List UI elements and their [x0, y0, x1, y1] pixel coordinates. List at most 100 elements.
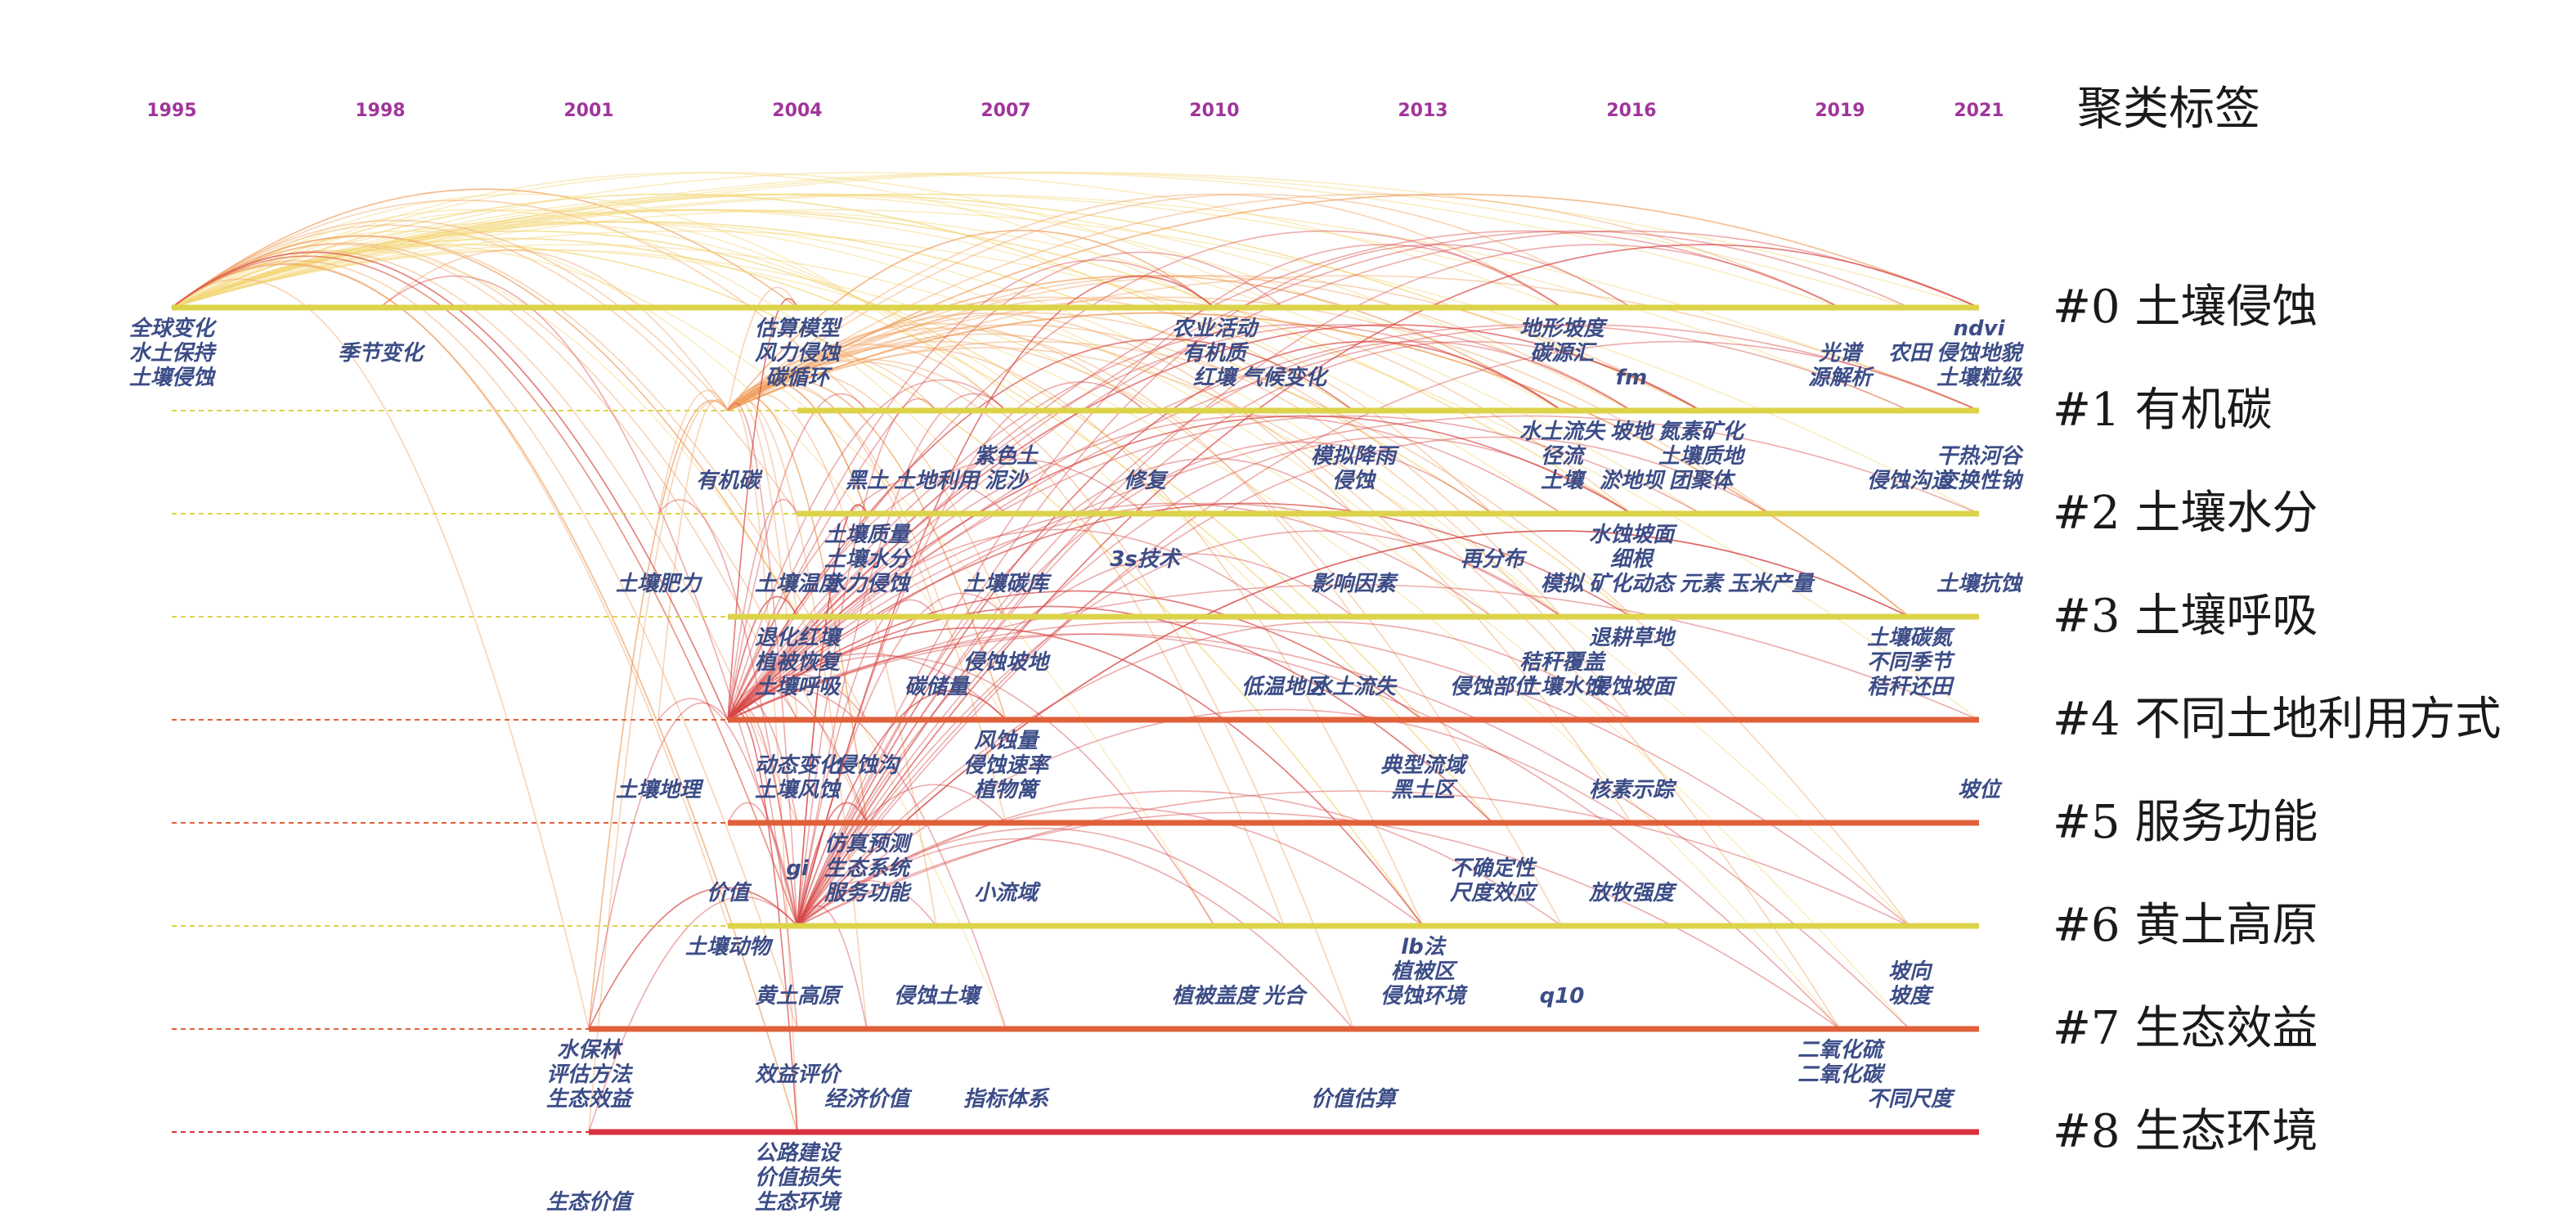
citation-arc [171, 249, 1007, 1030]
citation-arc [797, 592, 1007, 927]
citation-arc [171, 263, 729, 927]
citation-arc [727, 298, 798, 721]
citation-arc [727, 379, 1007, 721]
keyword-label: 交换性钠 [1936, 469, 2024, 493]
citation-arc [727, 710, 798, 1133]
citation-arc [727, 347, 1841, 1030]
keyword-label: 红壤 [1193, 366, 1240, 390]
citation-arc [797, 244, 1841, 927]
keyword-label: 评估方法 [546, 1063, 634, 1087]
citation-arc [171, 209, 1563, 514]
citation-arc [727, 193, 1980, 411]
citation-arc [727, 710, 798, 1133]
citation-arc [588, 399, 729, 1030]
citation-arc [171, 172, 1910, 308]
citation-arc [171, 259, 798, 1030]
keyword-label: 价值估算 [1311, 1087, 1400, 1112]
citation-arc [171, 209, 1980, 514]
citation-arc [171, 249, 798, 824]
citation-arc [379, 249, 729, 411]
keyword-label: 植被区 [1391, 959, 1458, 984]
citation-arc [727, 193, 1632, 411]
keyword-label: 黑土 [846, 469, 889, 493]
keyword-label: 有机质 [1183, 341, 1250, 366]
keyword-label: 侵蚀地貌 [1936, 341, 2025, 366]
citation-arc [171, 209, 1146, 514]
citation-arc [727, 324, 1632, 721]
keyword-label: 碳循环 [765, 366, 833, 390]
citation-arc [727, 324, 1563, 721]
citation-arc [171, 237, 1493, 824]
keyword-label: 秸秆还田 [1867, 675, 1955, 699]
citation-arc [727, 699, 798, 824]
cluster-label: #1 有机碳 [2053, 384, 2272, 437]
citation-arc [727, 193, 1563, 411]
keyword-label: 坡地 [1610, 420, 1655, 444]
citation-arc [171, 172, 1841, 308]
citation-arc [588, 896, 798, 1133]
citation-arc [727, 384, 1007, 824]
keyword-label: 土壤地理 [616, 778, 704, 802]
citation-arc [171, 219, 729, 411]
citation-arc [727, 251, 1285, 721]
cluster-label: #8 生态环境 [2053, 1105, 2318, 1158]
citation-arc [727, 458, 1146, 721]
keyword-label: 植被盖度 [1172, 984, 1261, 1009]
citation-arc [727, 380, 868, 514]
citation-arc [171, 244, 1424, 927]
citation-arc [588, 887, 798, 1030]
keyword-label: 土地利用 [894, 469, 981, 493]
citation-arc [171, 172, 1980, 308]
keyword-label: 侵蚀速率 [963, 753, 1052, 778]
citation-arc [797, 553, 1354, 927]
keyword-label: 指标体系 [963, 1087, 1050, 1112]
keyword-label: 侵蚀坡地 [963, 650, 1051, 675]
citation-arc [171, 193, 1980, 411]
keyword-label: 核素示踪 [1589, 778, 1677, 802]
keyword-label: 二氧化碳 [1797, 1063, 1886, 1087]
citation-arc [797, 621, 1632, 927]
citation-arc [797, 275, 1215, 927]
citation-arc [588, 399, 729, 1030]
keyword-label: lb法 [1401, 935, 1447, 959]
citation-arc [797, 530, 1910, 927]
citation-arc [657, 698, 798, 927]
citation-arc [727, 396, 868, 824]
citation-arc [171, 230, 1424, 721]
keyword-label: 黑土区 [1391, 778, 1458, 802]
keyword-label: 玉米产量 [1728, 572, 1815, 596]
citation-arc [727, 312, 1910, 618]
citation-arc [171, 193, 1910, 411]
citation-arc [727, 286, 798, 411]
citation-arc [727, 324, 1702, 721]
keyword-label: gi [786, 856, 810, 881]
year-label: 2007 [981, 101, 1030, 121]
keyword-label: 土壤肥力 [616, 572, 703, 596]
citation-arc [727, 324, 1632, 721]
citation-arc [171, 249, 1841, 1030]
cluster-label: #3 土壤呼吸 [2053, 590, 2318, 643]
citation-arc [727, 338, 1354, 721]
citation-arc [171, 235, 868, 721]
citation-arc [797, 806, 1424, 927]
citation-arc [727, 327, 1354, 618]
citation-arc [727, 275, 1980, 411]
keyword-label: 退化红壤 [755, 626, 844, 650]
citation-arc [727, 595, 798, 721]
citation-arc [379, 275, 798, 927]
keyword-label: 水蚀坡面 [1589, 523, 1678, 547]
keyword-label: q10 [1540, 984, 1585, 1009]
citation-arc [727, 324, 1980, 721]
citation-arc [727, 605, 1493, 824]
co-citation-arcs [171, 172, 1980, 1133]
keyword-label: 矿化动态 [1589, 572, 1677, 596]
keyword-label: 细根 [1610, 547, 1655, 572]
keyword-label: 尺度效应 [1449, 881, 1538, 905]
citation-arc [727, 688, 1007, 1030]
keyword-label: 风蚀量 [974, 729, 1040, 753]
keyword-label: 水土流失 [1311, 675, 1398, 699]
citation-arc [797, 690, 1007, 927]
citation-arc [171, 193, 1632, 411]
citation-arc [727, 653, 1007, 721]
keyword-label: 价值损失 [755, 1166, 841, 1190]
